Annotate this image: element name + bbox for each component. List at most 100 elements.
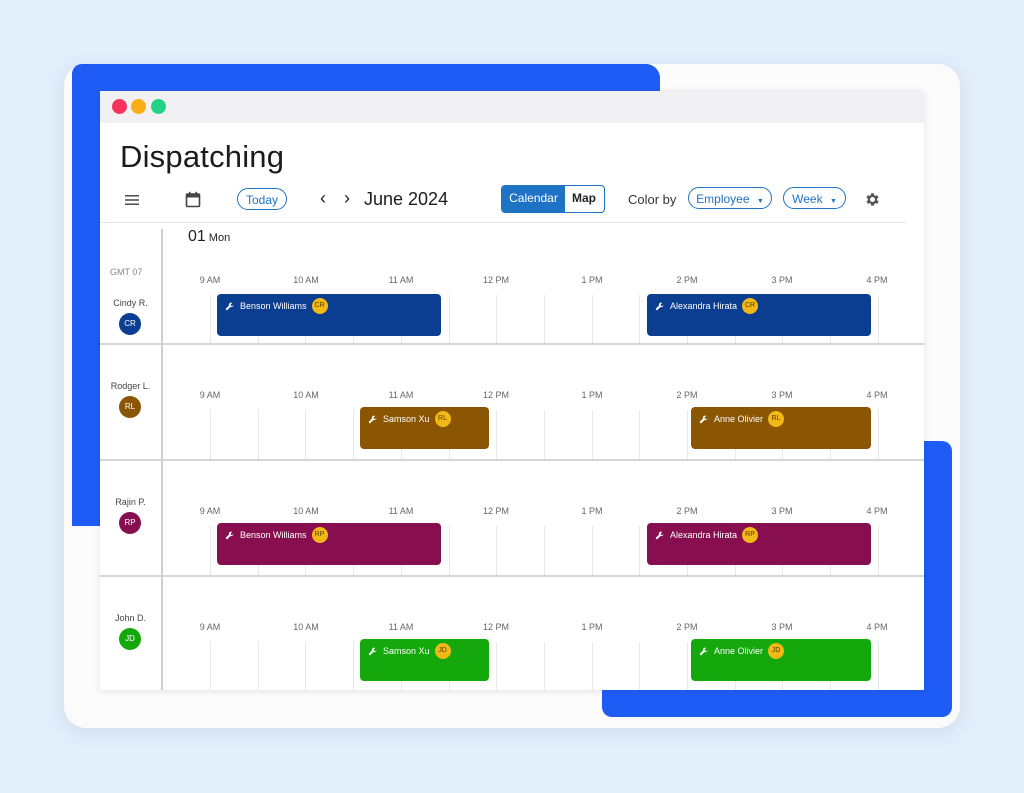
previous-period-button[interactable]: ‹ <box>320 188 326 208</box>
hour-tick-label: 9 AM <box>199 622 221 632</box>
time-gridline <box>496 526 498 575</box>
hour-tick-label: 9 AM <box>199 390 221 400</box>
range-select[interactable]: Week ▼ <box>783 187 846 209</box>
color-by-value: Employee <box>696 192 750 206</box>
hour-tick-label: 9 AM <box>199 275 221 285</box>
time-gridline <box>591 526 593 575</box>
wrench-icon <box>225 302 234 310</box>
wrench-icon <box>225 531 234 539</box>
time-gridline <box>877 295 879 343</box>
time-gridline <box>639 295 641 343</box>
hour-tick-label: 10 AM <box>293 506 319 516</box>
avatar[interactable]: JD <box>119 628 141 650</box>
job-content: Anne Olivier RL <box>699 408 785 430</box>
job-block[interactable]: Samson Xu JD <box>360 639 489 681</box>
range-value: Week <box>792 192 823 206</box>
job-customer-name: Benson Williams <box>240 530 307 540</box>
hour-tick-label: 1 PM <box>581 506 603 516</box>
time-gridline <box>353 410 355 459</box>
job-block[interactable]: Benson Williams RP <box>217 523 441 565</box>
window-maximize-button[interactable] <box>151 99 166 114</box>
time-gridline <box>448 526 450 575</box>
hour-tick-label: 12 PM <box>482 275 510 285</box>
job-block[interactable]: Alexandra Hirata RP <box>647 523 871 565</box>
assignee-badge: RL <box>434 411 451 427</box>
time-gridline <box>496 410 498 459</box>
time-gridline <box>210 295 211 343</box>
time-gridline <box>353 642 355 690</box>
job-customer-name: Alexandra Hirata <box>670 301 738 311</box>
wrench-icon <box>655 302 664 310</box>
time-gridline <box>448 295 450 343</box>
hour-tick-label: 1 PM <box>581 275 603 285</box>
row-separator <box>100 575 924 577</box>
hour-tick-label: 2 PM <box>676 506 698 516</box>
job-content: Alexandra Hirata RP <box>655 524 759 546</box>
hour-tick-label: 12 PM <box>482 390 510 400</box>
time-gridline <box>877 642 879 690</box>
job-block[interactable]: Benson Williams CR <box>217 294 441 336</box>
window-close-button[interactable] <box>112 99 127 114</box>
assignee-badge: JD <box>434 643 451 659</box>
time-gridline <box>877 526 879 575</box>
time-gridline <box>639 410 641 459</box>
hour-tick-label: 3 PM <box>771 275 793 285</box>
hour-tick-label: 9 AM <box>199 506 221 516</box>
employee-name: Rodger L. <box>110 381 151 391</box>
time-gridline <box>687 642 688 690</box>
employee-name: Rajin P. <box>115 497 146 507</box>
window-minimize-button[interactable] <box>131 99 146 114</box>
job-content: Samson Xu JD <box>368 640 451 662</box>
assignee-badge: CR <box>742 298 759 314</box>
assignee-badge: RL <box>768 411 785 427</box>
hour-tick-label: 12 PM <box>482 506 510 516</box>
hour-tick-label: 11 AM <box>388 622 414 632</box>
app-window: Dispatching Today ‹ › June 2024 Calendar… <box>100 91 924 690</box>
assignee-badge: RP <box>742 527 759 543</box>
job-block[interactable]: Anne Olivier RL <box>691 407 871 449</box>
wrench-icon <box>368 647 377 655</box>
time-gridline <box>496 642 498 690</box>
gear-icon[interactable] <box>864 191 881 208</box>
hour-tick-label: 4 PM <box>866 622 888 632</box>
toolbar-divider <box>100 222 906 223</box>
job-customer-name: Benson Williams <box>240 301 307 311</box>
hour-tick-label: 10 AM <box>293 275 319 285</box>
hour-tick-label: 2 PM <box>676 622 698 632</box>
chevron-down-icon: ▼ <box>756 198 764 205</box>
job-content: Alexandra Hirata CR <box>655 295 759 317</box>
wrench-icon <box>699 415 708 423</box>
day-header: 01 Mon <box>188 228 230 246</box>
avatar[interactable]: RL <box>119 396 141 418</box>
wrench-icon <box>699 647 708 655</box>
next-period-button[interactable]: › <box>344 188 350 208</box>
hour-tick-label: 1 PM <box>581 390 603 400</box>
day-name: Mon <box>208 232 231 244</box>
employee-row: Rajin P. RP 9 AM 10 AM 11 AM 12 PM 1 PM 2 PM 3 P… <box>100 461 924 577</box>
wrench-icon <box>368 415 377 423</box>
color-by-select[interactable]: Employee ▼ <box>688 187 772 209</box>
hour-tick-label: 2 PM <box>676 275 698 285</box>
time-gridline <box>305 642 307 690</box>
hamburger-menu-icon[interactable] <box>124 193 140 207</box>
employee-name: Cindy R. <box>113 298 148 308</box>
time-gridline <box>257 410 259 459</box>
job-block[interactable]: Samson Xu RL <box>360 407 489 449</box>
job-block[interactable]: Alexandra Hirata CR <box>647 294 871 336</box>
page-title: Dispatching <box>120 139 285 174</box>
time-gridline <box>591 642 593 690</box>
calendar-icon[interactable] <box>185 191 201 208</box>
time-gridline <box>210 410 211 459</box>
job-customer-name: Alexandra Hirata <box>670 530 738 540</box>
today-button[interactable]: Today <box>237 188 287 210</box>
assignee-badge: RP <box>311 527 328 543</box>
job-block[interactable]: Anne Olivier JD <box>691 639 871 681</box>
hour-tick-label: 2 PM <box>676 390 698 400</box>
view-toggle: Calendar Map <box>501 185 605 213</box>
hour-tick-label: 10 AM <box>293 390 319 400</box>
tab-calendar[interactable]: Calendar <box>502 186 565 212</box>
job-customer-name: Samson Xu <box>383 414 430 424</box>
tab-map[interactable]: Map <box>572 191 596 205</box>
avatar[interactable]: RP <box>119 512 141 534</box>
avatar[interactable]: CR <box>119 313 141 335</box>
